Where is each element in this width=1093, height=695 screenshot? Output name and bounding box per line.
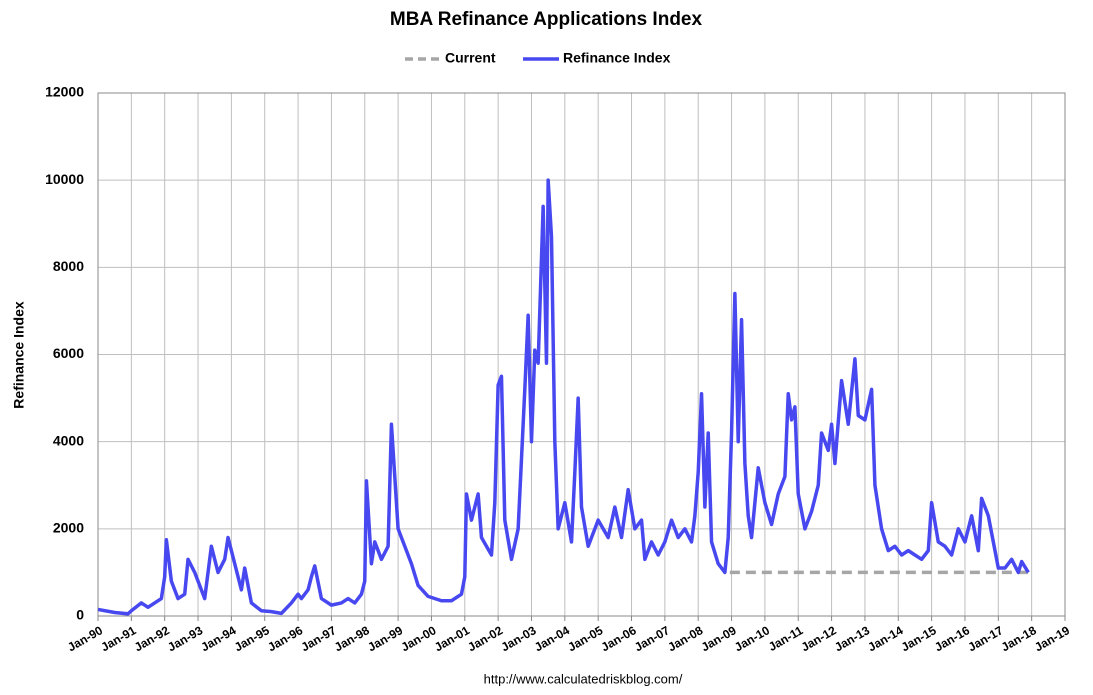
y-tick-label: 2000 xyxy=(53,520,84,536)
x-tick-label: Jan-95 xyxy=(232,623,272,654)
x-tick-label: Jan-11 xyxy=(766,623,806,654)
y-tick-label: 8000 xyxy=(53,258,84,274)
legend-label: Current xyxy=(445,50,496,66)
y-tick-label: 6000 xyxy=(53,345,84,361)
x-tick-label: Jan-93 xyxy=(165,623,205,654)
x-tick-label: Jan-14 xyxy=(865,623,905,654)
x-tick-label: Jan-18 xyxy=(999,623,1039,654)
x-tick-label: Jan-99 xyxy=(365,623,405,654)
x-tick-label: Jan-16 xyxy=(932,623,972,654)
x-tick-label: Jan-00 xyxy=(399,623,439,654)
x-tick-label: Jan-04 xyxy=(532,623,572,654)
x-tick-label: Jan-94 xyxy=(199,623,239,654)
legend-label: Refinance Index xyxy=(563,50,671,66)
x-tick-label: Jan-12 xyxy=(799,623,839,654)
source: http://www.calculatedriskblog.com/ xyxy=(484,671,683,686)
x-tick-label: Jan-09 xyxy=(699,623,739,654)
x-tick-label: Jan-01 xyxy=(432,623,472,654)
x-tick-label: Jan-17 xyxy=(965,623,1005,654)
x-tick-label: Jan-10 xyxy=(732,623,772,654)
x-tick-label: Jan-90 xyxy=(65,623,105,654)
x-tick-label: Jan-06 xyxy=(599,623,639,654)
x-tick-label: Jan-02 xyxy=(465,623,505,654)
x-tick-label: Jan-92 xyxy=(132,623,172,654)
x-tick-label: Jan-96 xyxy=(265,623,305,654)
x-tick-label: Jan-07 xyxy=(632,623,672,654)
x-tick-label: Jan-15 xyxy=(899,623,939,654)
x-tick-label: Jan-05 xyxy=(565,623,605,654)
y-tick-label: 4000 xyxy=(53,432,84,448)
plot-border xyxy=(97,92,1066,617)
x-tick-label: Jan-97 xyxy=(299,623,339,654)
series-line xyxy=(97,178,1030,616)
x-tick-label: Jan-08 xyxy=(665,623,705,654)
x-tick-label: Jan-03 xyxy=(499,623,539,654)
x-tick-label: Jan-19 xyxy=(1032,623,1072,654)
x-tick-label: Jan-91 xyxy=(98,623,138,654)
y-axis-label: Refinance Index xyxy=(11,301,27,409)
y-tick-label: 12000 xyxy=(45,84,84,100)
x-tick-label: Jan-98 xyxy=(332,623,372,654)
y-tick-label: 0 xyxy=(76,607,84,623)
chart-title: MBA Refinance Applications Index xyxy=(390,9,703,30)
y-tick-label: 10000 xyxy=(45,171,84,187)
x-tick-label: Jan-13 xyxy=(832,623,872,654)
